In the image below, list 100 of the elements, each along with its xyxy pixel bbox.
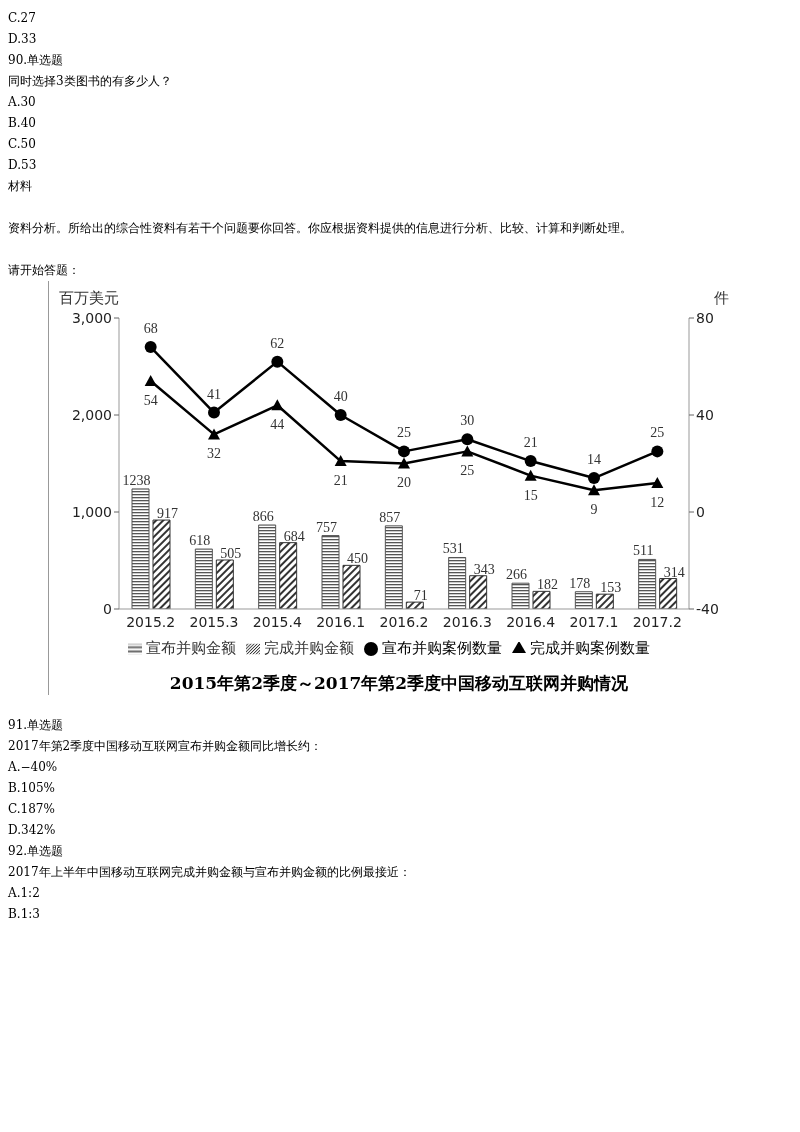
data-label: 54 <box>143 392 158 408</box>
data-label: 41 <box>207 386 221 402</box>
x-tick-label: 2016.4 <box>506 613 556 630</box>
text: B.105% <box>8 780 56 797</box>
data-label: 343 <box>473 561 495 577</box>
y-tick-label: 2,000 <box>71 406 112 423</box>
bar <box>321 535 340 609</box>
data-label: 618 <box>189 533 211 549</box>
data-label: 505 <box>220 546 242 562</box>
x-tick-label: 2015.3 <box>189 613 239 630</box>
bar <box>511 582 530 609</box>
legend-label: 完成并购案例数量 <box>530 639 650 657</box>
y2-tick-label: 80 <box>696 309 714 326</box>
x-tick-label: 2016.1 <box>316 613 366 630</box>
data-label: 1238 <box>122 472 151 488</box>
data-label: 44 <box>270 417 285 433</box>
point <box>524 469 537 481</box>
data-label: 25 <box>397 425 411 441</box>
point <box>651 476 664 488</box>
point <box>208 406 220 419</box>
data-label: 21 <box>333 473 348 489</box>
bar <box>532 590 551 609</box>
text: 90.单选题 <box>8 52 65 69</box>
data-label: 12 <box>650 494 665 510</box>
data-label: 450 <box>347 551 368 567</box>
text: C.27 <box>8 10 37 27</box>
bar <box>595 593 614 609</box>
legend-label: 宣布并购金额 <box>146 639 236 657</box>
bar <box>215 559 234 609</box>
text: 92.单选题 <box>8 843 65 860</box>
bar <box>194 548 213 609</box>
data-label: 14 <box>587 452 601 468</box>
bar <box>384 525 403 609</box>
bar <box>152 519 171 609</box>
x-tick-label: 2017.2 <box>632 613 682 630</box>
y2-tick-label: -40 <box>696 600 719 617</box>
text: D.33 <box>8 31 38 48</box>
bar <box>574 591 593 609</box>
bar <box>342 564 361 609</box>
data-label: 68 <box>143 321 158 337</box>
data-label: 30 <box>460 413 475 429</box>
x-tick-label: 2015.2 <box>126 613 176 630</box>
point <box>461 445 474 457</box>
data-label: 917 <box>157 506 178 522</box>
text: B.1:3 <box>8 906 41 923</box>
point <box>334 409 347 421</box>
bar <box>469 575 488 609</box>
text: D.342% <box>8 822 57 839</box>
data-label: 178 <box>569 575 591 591</box>
y2-tick-label: 0 <box>696 503 705 520</box>
data-label: 40 <box>333 389 348 404</box>
point <box>334 455 347 467</box>
data-label: 182 <box>537 577 558 593</box>
text: 同时选择3类图书的有多少人？ <box>8 73 173 90</box>
bar <box>405 601 424 609</box>
bar <box>131 488 150 609</box>
data-label: 71 <box>413 588 428 604</box>
bar <box>279 542 298 609</box>
data-label: 757 <box>316 519 337 535</box>
x-tick-label: 2015.4 <box>252 613 302 630</box>
point <box>524 455 537 468</box>
legend-label: 宣布并购案例数量 <box>382 639 502 657</box>
text: 91.单选题 <box>8 717 65 734</box>
bar <box>258 524 277 609</box>
point <box>271 355 284 368</box>
text: B.40 <box>8 115 37 132</box>
x-tick-label: 2017.1 <box>569 613 619 630</box>
point <box>144 341 157 354</box>
data-label: 20 <box>397 475 411 491</box>
data-label: 314 <box>663 564 685 580</box>
text: C.187% <box>8 801 56 818</box>
y-tick-label: 3,000 <box>71 309 112 326</box>
data-label: 153 <box>600 580 622 596</box>
point <box>398 445 410 458</box>
y-tick-label: 0 <box>103 600 112 617</box>
y-tick-label: 1,000 <box>71 503 112 520</box>
bar <box>638 558 657 609</box>
point <box>208 428 220 440</box>
data-label: 32 <box>207 446 221 462</box>
text: 2017年上半年中国移动互联网完成并购金额与宣布并购金额的比例最接近： <box>8 864 412 881</box>
data-label: 684 <box>283 528 305 544</box>
data-label: 62 <box>270 335 285 351</box>
point <box>398 457 410 469</box>
text: 资料分析。所给出的综合性资料有若干个问题要你回答。你应根据资料提供的信息进行分析、比较、计算和判断处理。 <box>8 220 633 237</box>
legend-label: 完成并购金额 <box>264 639 354 657</box>
x-tick-label: 2016.3 <box>442 613 492 630</box>
text: 2017年第2季度中国移动互联网宣布并购金额同比增长约： <box>8 738 324 755</box>
point <box>588 484 600 496</box>
point <box>461 433 474 446</box>
text: C.50 <box>8 136 37 153</box>
data-label: 9 <box>590 502 598 518</box>
data-label: 866 <box>252 509 274 524</box>
data-label: 857 <box>379 509 401 525</box>
data-label: 266 <box>506 567 527 583</box>
text: A.30 <box>8 94 37 111</box>
point <box>588 472 600 485</box>
text: 2015年第2季度～2017年第2季度中国移动互联网并购情况 <box>168 672 630 695</box>
bar <box>448 556 467 609</box>
text: A.−40% <box>8 759 59 776</box>
data-label: 21 <box>523 435 538 451</box>
